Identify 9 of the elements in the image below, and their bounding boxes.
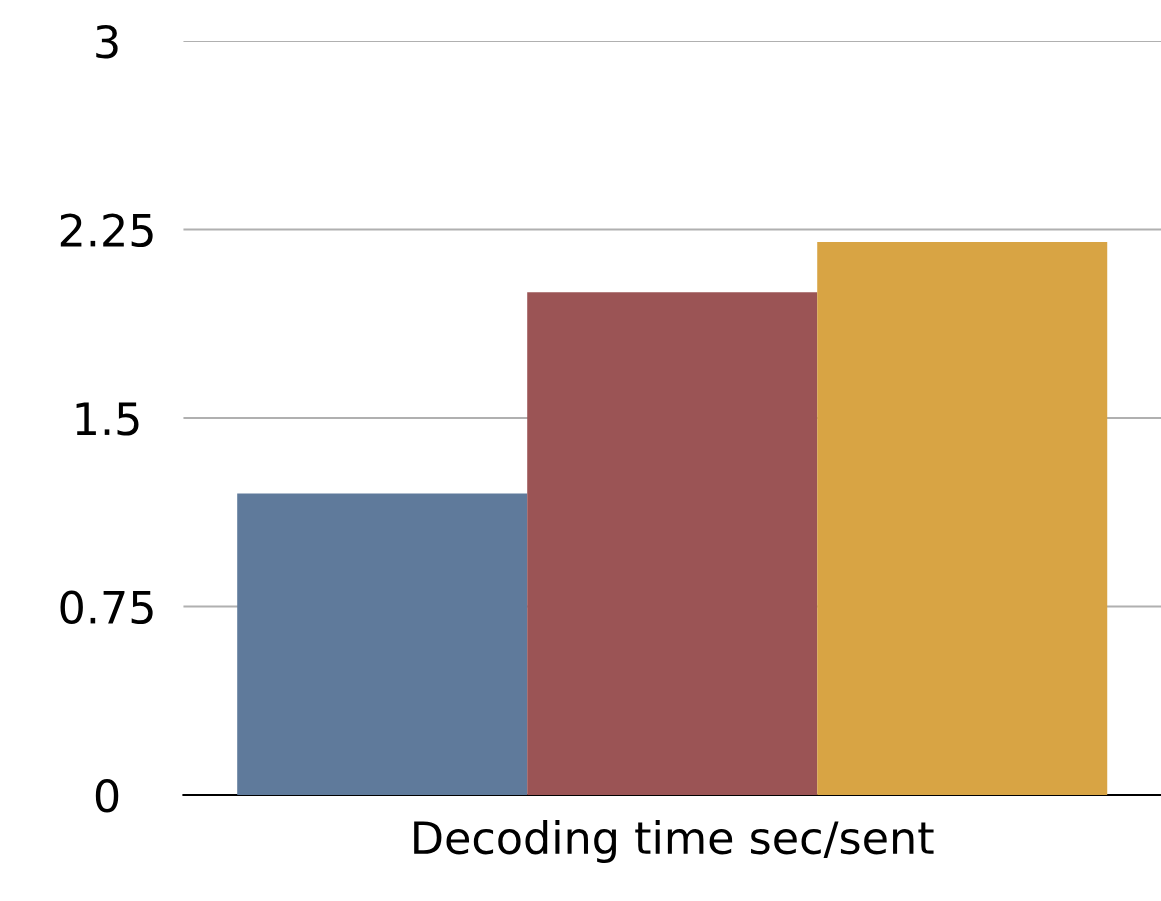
y-tick-label: 2.25 bbox=[60, 213, 153, 248]
x-tick-label: Decoding time sec/sent bbox=[414, 820, 934, 864]
y-tick-label: 3 bbox=[96, 24, 118, 59]
y-tick-label: 0.75 bbox=[60, 590, 153, 625]
bar bbox=[237, 493, 528, 796]
y-tick-label: 1.5 bbox=[76, 402, 139, 436]
y-tick-label: 0 bbox=[95, 778, 119, 813]
bar bbox=[817, 242, 1108, 796]
bar bbox=[527, 292, 818, 796]
